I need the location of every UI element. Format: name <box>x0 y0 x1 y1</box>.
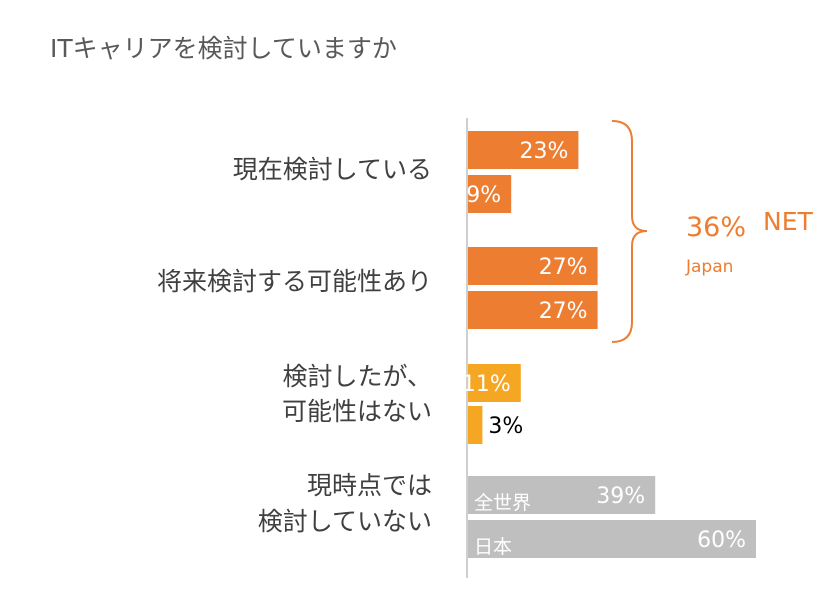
value-label: 27% <box>539 255 588 280</box>
net-bracket <box>611 120 648 343</box>
bar <box>468 364 521 402</box>
net-sublabel: Japan <box>685 257 733 277</box>
bar <box>468 476 656 514</box>
value-label: 9% <box>466 183 501 208</box>
bar-name: 日本 <box>474 536 512 558</box>
bar-name: 全世界 <box>474 492 531 514</box>
bar <box>468 406 483 444</box>
category-label: 検討したが、 <box>282 362 432 391</box>
category-label: 検討していない <box>258 507 432 536</box>
value-label: 60% <box>697 528 746 553</box>
category-label: 将来検討する可能性あり <box>157 267 432 296</box>
value-label: 27% <box>539 299 588 324</box>
value-label: 11% <box>462 372 511 397</box>
category-labels: 現在検討している将来検討する可能性あり検討したが、可能性はない現時点では検討して… <box>157 155 432 536</box>
chart-title: ITキャリアを検討していますか <box>50 34 397 63</box>
bars <box>468 131 756 558</box>
bar <box>468 520 756 558</box>
value-labels: 23% 9% 27% 27% 11% 3% 39% 60% <box>462 139 746 553</box>
bar <box>468 291 598 329</box>
value-label: 3% <box>488 414 523 439</box>
net-value: 36% <box>686 212 746 243</box>
value-label: 39% <box>596 484 645 509</box>
bar <box>468 247 598 285</box>
category-label: 現在検討している <box>233 155 432 184</box>
category-label: 現時点では <box>307 471 432 500</box>
bar <box>468 131 579 169</box>
bar <box>468 175 512 213</box>
net-label: NET <box>763 207 813 236</box>
category-label: 可能性はない <box>282 397 432 426</box>
value-label: 23% <box>519 139 568 164</box>
